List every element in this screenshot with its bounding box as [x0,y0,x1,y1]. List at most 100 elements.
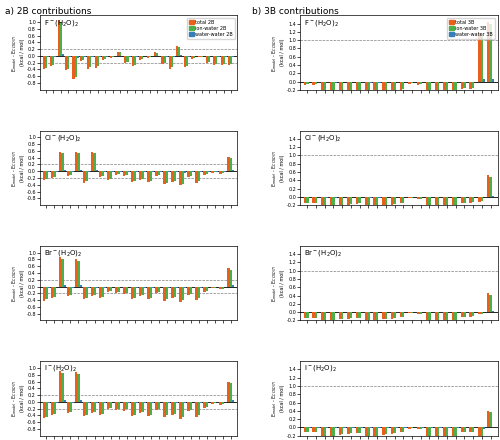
Bar [222,171,224,173]
Bar [472,312,474,316]
Bar [478,197,480,202]
Bar [182,286,184,300]
Bar [148,286,150,299]
Bar [188,171,190,177]
Bar [102,286,103,297]
Bar [400,312,402,317]
Bar [67,171,70,176]
Bar [104,286,106,287]
Bar [463,197,466,202]
Bar [483,79,486,81]
Bar [51,286,54,298]
Bar [158,286,160,292]
Bar [306,312,308,318]
Text: Br$^-$(H$_2$O)$_2$: Br$^-$(H$_2$O)$_2$ [304,248,343,258]
Text: Cl$^-$(H$_2$O)$_2$: Cl$^-$(H$_2$O)$_2$ [304,133,342,143]
Bar [180,286,182,302]
Bar [352,81,354,82]
Bar [376,427,378,440]
Bar [136,56,138,57]
Bar [62,153,64,171]
Bar [168,286,170,288]
Bar [420,312,422,314]
Bar [156,53,158,56]
Bar [374,312,376,326]
Bar [164,402,166,417]
Text: I$^-$(H$_2$O)$_2$: I$^-$(H$_2$O)$_2$ [304,363,337,374]
Bar [452,427,454,439]
Bar [192,171,194,172]
Bar [62,373,64,402]
Bar [91,286,94,296]
Bar [119,52,121,56]
Bar [378,81,381,83]
Bar [460,427,463,432]
Bar [208,402,210,403]
Bar [83,286,86,299]
Bar [200,286,202,288]
Bar [437,427,440,437]
Bar [426,197,428,209]
Bar [382,197,384,206]
Bar [394,197,396,204]
Bar [387,81,390,82]
Bar [454,427,457,438]
Bar [370,81,372,83]
Bar [188,286,190,295]
Bar [324,197,326,218]
Bar [70,171,71,175]
Bar [176,402,178,403]
Bar [128,286,130,287]
Bar [341,427,344,434]
Bar [378,197,381,198]
Bar [232,400,234,402]
Bar [356,427,358,433]
Bar [206,171,208,174]
Bar [96,402,98,403]
Bar [200,171,202,172]
Bar [54,171,56,177]
Bar [144,402,146,403]
Bar [220,171,222,174]
Bar [470,427,472,432]
Bar [324,312,326,327]
Bar [470,312,472,317]
Bar [172,171,173,182]
Bar [160,402,162,403]
Y-axis label: E$_{model}$ - E$_{CCSD(T)}$
(kcal / mol): E$_{model}$ - E$_{CCSD(T)}$ (kcal / mol) [271,149,285,187]
Bar [321,312,324,328]
Bar [220,402,222,405]
Bar [374,427,376,440]
Bar [43,286,46,301]
Bar [43,171,46,180]
Bar [75,152,78,171]
Bar [94,286,96,295]
Bar [232,56,234,57]
Bar [338,81,341,93]
Bar [306,197,308,202]
Bar [206,56,208,63]
Bar [115,402,117,410]
Bar [376,81,378,104]
Bar [338,197,341,206]
Bar [454,312,457,322]
Bar [214,402,216,403]
Bar [214,286,216,287]
Bar [384,81,387,92]
Bar [118,171,120,174]
Bar [184,56,186,67]
Bar [408,81,411,84]
Bar [180,171,182,185]
Y-axis label: E$_{model}$ - E$_{CCSD(T)}$
(kcal / mol): E$_{model}$ - E$_{CCSD(T)}$ (kcal / mol) [11,33,25,72]
Bar [218,56,220,57]
Bar [341,197,344,205]
Bar [91,402,94,413]
Bar [72,286,74,287]
Bar [64,285,66,286]
Bar [411,81,413,83]
Bar [99,286,102,298]
Bar [198,402,200,415]
Bar [364,81,367,106]
Bar [134,56,136,65]
Bar [120,286,122,287]
